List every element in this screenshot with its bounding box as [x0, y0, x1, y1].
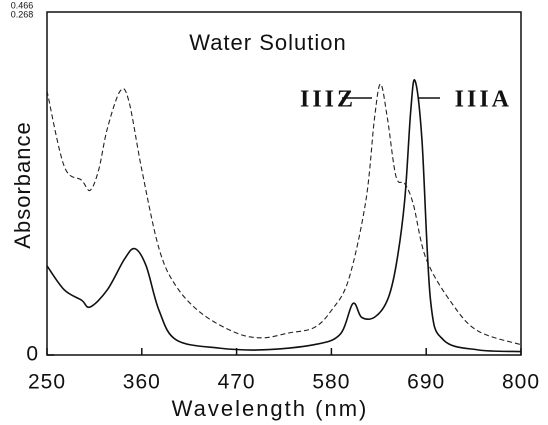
series-label: IIIA [455, 87, 512, 113]
scale-label: 0.466 [11, 0, 34, 10]
y-tick-label: 0 [26, 343, 39, 366]
y-axis-label: Absorbance [10, 121, 35, 248]
spectrum-line [46, 83, 522, 346]
x-tick-label: 470 [218, 371, 256, 394]
x-axis-label: Wavelength (nm) [172, 396, 369, 421]
x-tick-label: 360 [123, 371, 161, 394]
spectrum-line [46, 78, 522, 353]
x-tick-label: 580 [312, 371, 350, 394]
x-tick-label: 250 [28, 371, 66, 394]
series-label: IIIZ [300, 87, 356, 113]
scale-label: 0.268 [11, 9, 34, 19]
chart-title: Water Solution [189, 30, 346, 55]
x-tick-label: 690 [407, 371, 445, 394]
x-tick-label: 800 [502, 371, 540, 394]
plot-frame [46, 11, 522, 356]
